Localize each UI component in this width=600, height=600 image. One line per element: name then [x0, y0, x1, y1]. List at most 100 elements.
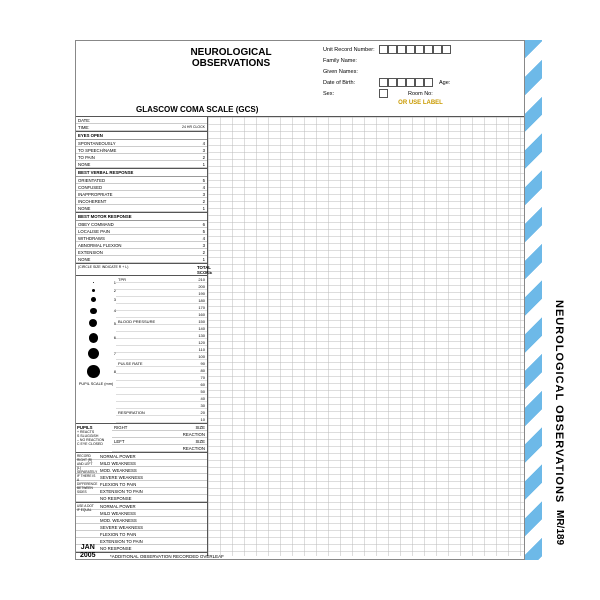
motor-row: EXTENSION2 [76, 249, 207, 256]
leg-row: FLEXION TO PAIN [76, 531, 207, 538]
vital-row: PULSE RATE90 [116, 360, 207, 367]
limb-legs-section: USE A DOT IF EQUAL NORMAL POWERMILD WEAK… [76, 503, 207, 553]
gcs-title: GLASCOW COMA SCALE (GCS) [136, 105, 524, 114]
vital-row: 60 [116, 381, 207, 388]
date-month: JAN [80, 544, 96, 552]
verbal-section: BEST VERBAL RESPONSE ORIENTATED5CONFUSED… [76, 169, 207, 213]
pupil-dot: 8 [76, 363, 116, 380]
leg-row: EXTENSION TO PAIN [76, 538, 207, 545]
edge-stripe [525, 40, 542, 560]
motor-row: WITHDRAWS4 [76, 235, 207, 242]
pupil-left: LEFT [114, 439, 125, 444]
title-line1: NEUROLOGICAL [161, 47, 301, 58]
motor-row: OBEY COMMAND6 [76, 221, 207, 228]
main-title: NEUROLOGICAL OBSERVATIONS [161, 47, 301, 69]
pupils-section: PUPILS + REACTSS SLUGGISH– NO REACTIONC … [76, 424, 207, 453]
eyes-row: TO SPEECH/NAME3 [76, 147, 207, 154]
verbal-row: CONFUSED4 [76, 184, 207, 191]
circle-note: (CIRCLE SIZE INDICATE R + L) [78, 265, 197, 275]
pupil-right: RIGHT [114, 425, 127, 430]
legend-item: C EYE CLOSED [77, 442, 111, 446]
limb-note2: USE A DOT IF EQUAL [76, 503, 98, 513]
vital-row: TPR210 [116, 276, 207, 283]
pupil-dot: 2 [76, 287, 116, 294]
total-label: TOTAL SCORE [197, 265, 205, 275]
vital-row: 70 [116, 374, 207, 381]
verbal-row: INAPPROPRIATE3 [76, 191, 207, 198]
vital-row: RESPIRATION20 [116, 409, 207, 416]
dob-boxes[interactable] [379, 78, 433, 87]
verbal-head: BEST VERBAL RESPONSE [76, 169, 207, 177]
motor-section: BEST MOTOR RESPONSE OBEY COMMAND6LOCALIS… [76, 213, 207, 264]
vitals-col: TPR210200190180170160BLOOD PRESSURE15014… [116, 276, 207, 423]
family-label: Family Name: [323, 58, 379, 64]
sex-label: Sex: [323, 91, 379, 97]
vital-row: BLOOD PRESSURE150 [116, 318, 207, 325]
eyes-section: EYES OPEN SPONTANEOUSLY4TO SPEECH/NAME3T… [76, 132, 207, 169]
label-column: DATE: TIME:24 HR CLOCK EYES OPEN SPONTAN… [76, 117, 208, 556]
vital-row: 120 [116, 339, 207, 346]
leg-row: SEVERE WEAKNESS [76, 524, 207, 531]
form-number: MR/189 [554, 510, 565, 545]
motor-head: BEST MOTOR RESPONSE [76, 213, 207, 221]
pupil-scale-col: 12345678 PUPIL SCALE (mm) [76, 276, 116, 423]
vital-row: 40 [116, 395, 207, 402]
form-sheet: NEUROLOGICAL OBSERVATIONS Unit Record Nu… [75, 40, 525, 560]
vital-row: 200 [116, 283, 207, 290]
chart-body: DATE: TIME:24 HR CLOCK EYES OPEN SPONTAN… [76, 116, 524, 556]
vital-row: 160 [116, 311, 207, 318]
title-line2: OBSERVATIONS [161, 58, 301, 69]
pupil-vitals-section: 12345678 PUPIL SCALE (mm) TPR21020019018… [76, 276, 207, 424]
motor-row: NONE1 [76, 256, 207, 263]
limb-note1: RECORD RIGHT (R) AND LEFT (L) SEPARATELY… [76, 453, 98, 495]
verbal-row: INCOHERENT2 [76, 198, 207, 205]
eyes-head: EYES OPEN [76, 132, 207, 140]
patient-info: Unit Record Number: Family Name: Given N… [323, 45, 518, 106]
urn-boxes[interactable] [379, 45, 451, 54]
pupil-size2: SIZE [195, 439, 205, 444]
observation-grid[interactable] [208, 117, 524, 556]
pupil-dot: 4 [76, 306, 116, 316]
date-year: 2005 [80, 552, 96, 560]
eyes-row: NONE1 [76, 161, 207, 168]
vital-row: 180 [116, 297, 207, 304]
vertical-title: NEUROLOGICAL OBSERVATIONS [553, 300, 565, 503]
verbal-row: NONE1 [76, 205, 207, 212]
limb-arms-section: RECORD RIGHT (R) AND LEFT (L) SEPARATELY… [76, 453, 207, 503]
pupil-scale-label: PUPIL SCALE (mm) [76, 382, 116, 386]
footnote: *ADDITIONAL OBSERVATION RECORDED OVERLEA… [110, 554, 224, 559]
eyes-row: SPONTANEOUSLY4 [76, 140, 207, 147]
given-label: Given Names: [323, 69, 379, 75]
time-label: TIME: [78, 125, 181, 130]
vital-row: 130 [116, 332, 207, 339]
pupil-dot: 6 [76, 331, 116, 345]
vital-row: 170 [116, 304, 207, 311]
motor-row: LOCALISE PAIN5 [76, 228, 207, 235]
date-stamp: JAN 2005 [80, 544, 96, 560]
vital-row: 100 [116, 353, 207, 360]
pupil-reaction1: REACTION [183, 432, 205, 437]
arm-row: NO RESPONSE [76, 495, 207, 502]
clock-label: 24 HR CLOCK [181, 125, 205, 130]
vital-row: 10 [116, 416, 207, 423]
sex-box[interactable] [379, 89, 388, 98]
vital-row: 140 [116, 325, 207, 332]
vital-row: 110 [116, 346, 207, 353]
eyes-row: TO PAIN2 [76, 154, 207, 161]
leg-row: NO RESPONSE [76, 545, 207, 552]
pupil-dot: 7 [76, 346, 116, 361]
vital-row: 80 [116, 367, 207, 374]
pupil-dot: 5 [76, 317, 116, 329]
urn-label: Unit Record Number: [323, 47, 379, 53]
verbal-row: ORIENTATED5 [76, 177, 207, 184]
date-section: DATE: TIME:24 HR CLOCK [76, 117, 207, 132]
vital-row: 50 [116, 388, 207, 395]
room-label: Room No: [408, 91, 433, 97]
leg-row: MOD. WEAKNESS [76, 517, 207, 524]
age-label: Age: [439, 80, 450, 86]
date-label: DATE: [78, 118, 205, 123]
or-use-label: OR USE LABEL [323, 100, 518, 106]
dob-label: Date of Birth: [323, 80, 379, 86]
vital-row: 190 [116, 290, 207, 297]
pupil-reaction2: REACTION [183, 446, 205, 451]
